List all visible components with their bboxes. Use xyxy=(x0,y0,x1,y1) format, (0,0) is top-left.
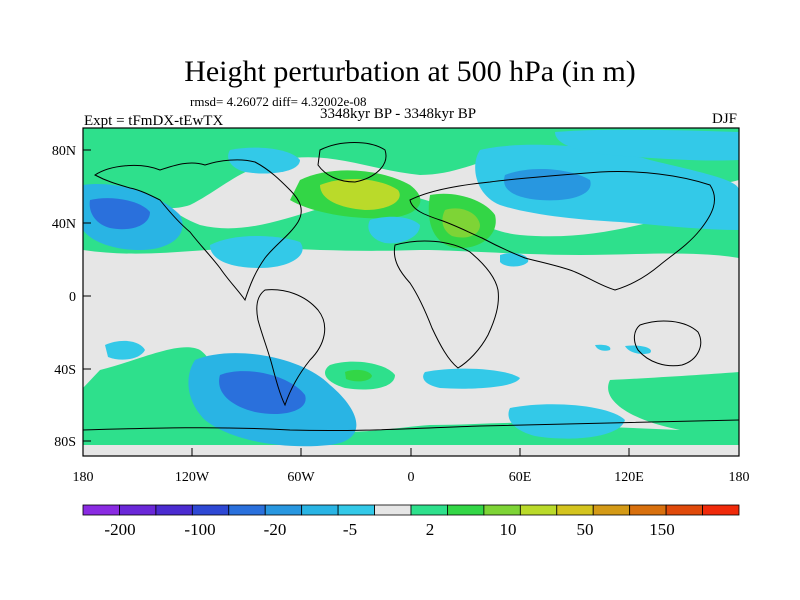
colorbar-box xyxy=(119,504,157,516)
colorbar-box xyxy=(483,504,521,516)
colorbar-box xyxy=(374,504,412,516)
experiment-label: Expt = tFmDX-tEwTX xyxy=(84,113,224,129)
height-field xyxy=(83,128,739,447)
colorbar-labels: -200 -100 -20 -5 2 10 50 150 xyxy=(104,520,674,539)
field-green-band-n xyxy=(83,170,739,258)
colorbar-label: 2 xyxy=(426,520,435,539)
colorbar-label: 50 xyxy=(577,520,594,539)
colorbar-box xyxy=(556,504,594,516)
coast-africa xyxy=(393,240,499,369)
colorbar-label: 10 xyxy=(500,520,517,539)
x-tick-label: 120E xyxy=(614,470,644,485)
field-cyan-asia-pacific xyxy=(475,144,739,230)
x-axis-labels: 180 120W 60W 0 60E 120E 180 xyxy=(73,470,750,485)
coast-australia xyxy=(633,320,702,367)
y-tick-label: 40S xyxy=(54,363,76,378)
field-cyan-indian xyxy=(423,368,520,389)
coast-antarctica xyxy=(83,419,739,432)
field-cyan-s-indian xyxy=(508,404,625,439)
plot-title: Height perturbation at 500 hPa (in m) xyxy=(184,55,636,88)
x-tick-label: 60E xyxy=(509,470,532,485)
coastlines xyxy=(83,142,739,432)
colorbar-box xyxy=(301,504,339,516)
field-cyan-arctic-asia xyxy=(555,129,739,161)
x-tick-label: 180 xyxy=(73,470,94,485)
field-yellow-europe xyxy=(442,208,480,238)
colorbar-box xyxy=(629,504,667,516)
field-yellow-atlantic xyxy=(320,178,400,210)
colorbar-label: -20 xyxy=(264,520,287,539)
field-cyan-n-america xyxy=(210,236,303,268)
y-tick-label: 40N xyxy=(52,217,76,232)
x-tick-label: 180 xyxy=(729,470,750,485)
stats-text: rmsd= 4.26072 diff= 4.32002e-08 xyxy=(190,94,367,109)
axis-ticks xyxy=(82,149,740,456)
colorbar-box xyxy=(702,504,740,516)
y-tick-label: 80S xyxy=(54,435,76,450)
y-axis-labels: 80N 40N 0 40S 80S xyxy=(52,144,76,450)
field-yellow-s-atlantic xyxy=(345,369,372,382)
colorbar-box xyxy=(665,504,703,516)
field-cyan-atlantic-n xyxy=(368,216,420,244)
colorbar-label: -100 xyxy=(184,520,215,539)
colorbar-box xyxy=(155,504,193,516)
colorbar-box xyxy=(82,504,120,516)
x-tick-label: 0 xyxy=(408,470,415,485)
field-blue-ne-pacific xyxy=(89,198,150,230)
coast-south-america xyxy=(256,289,326,407)
colorbar xyxy=(82,504,740,516)
y-tick-label: 80N xyxy=(52,144,76,159)
colorbar-box xyxy=(447,504,485,516)
season-label: DJF xyxy=(712,111,738,127)
y-tick-label: 0 xyxy=(69,290,76,305)
x-tick-label: 120W xyxy=(175,470,210,485)
period-text: 3348kyr BP - 3348kyr BP xyxy=(320,106,477,122)
field-cyan-canada xyxy=(228,147,300,174)
colorbar-box xyxy=(228,504,266,516)
x-tick-label: 60W xyxy=(287,470,315,485)
field-cyan-s-australia xyxy=(595,344,611,351)
coast-greenland xyxy=(317,142,387,183)
field-blue-asia-pacific xyxy=(504,168,591,201)
colorbar-label: -200 xyxy=(104,520,135,539)
colorbar-box xyxy=(519,504,558,516)
coast-north-america xyxy=(94,159,302,302)
colorbar-box xyxy=(264,504,303,516)
coast-eurasia xyxy=(409,171,715,291)
colorbar-box xyxy=(191,504,230,516)
colorbar-box xyxy=(592,504,631,516)
colorbar-box xyxy=(337,504,375,516)
colorbar-box xyxy=(410,504,448,516)
colorbar-label: -5 xyxy=(343,520,357,539)
colorbar-label: 150 xyxy=(649,520,675,539)
field-cyan-s-pacific xyxy=(105,340,145,360)
